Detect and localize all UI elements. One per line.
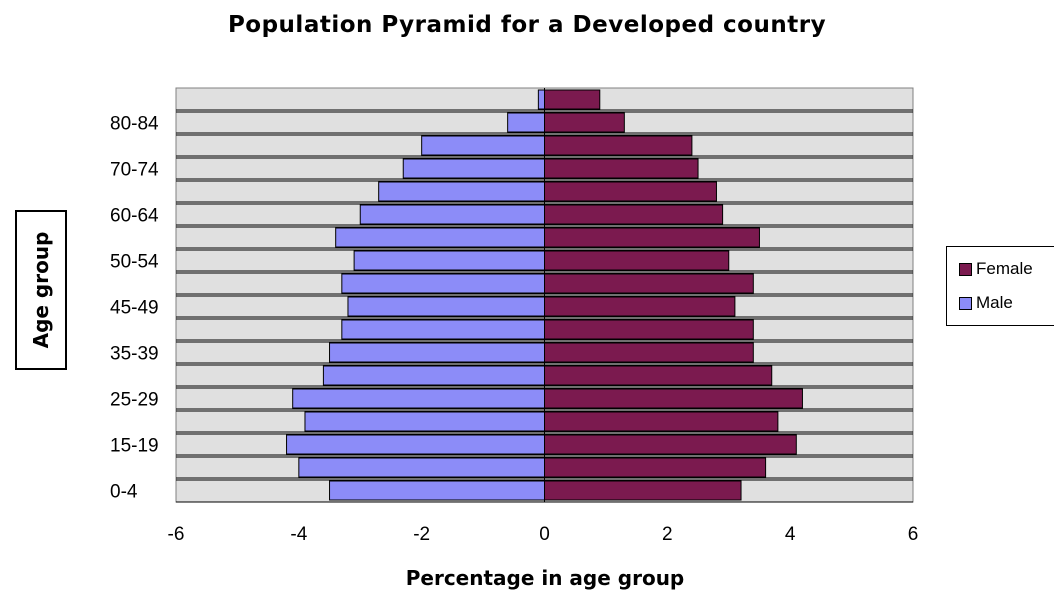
bar-male-65-69 bbox=[378, 181, 545, 202]
bar-male-70-74 bbox=[402, 158, 545, 179]
bar-female-20-24 bbox=[544, 388, 803, 409]
bar-male-80-84 bbox=[507, 112, 545, 133]
bar-male-40-44 bbox=[347, 296, 546, 317]
bar-female-75-79 bbox=[544, 135, 693, 156]
legend-item-male: Male bbox=[959, 293, 1013, 313]
y-tick-label: 80-84 bbox=[110, 114, 159, 135]
bar-female-40-44 bbox=[544, 296, 736, 317]
bar-female-25-29 bbox=[544, 365, 773, 386]
bar-male-45-49 bbox=[341, 273, 546, 294]
bar-female-85+ bbox=[544, 89, 601, 110]
bar-female-80-84 bbox=[544, 112, 625, 133]
legend-swatch-male bbox=[959, 296, 972, 310]
bar-male-0-4 bbox=[329, 480, 545, 501]
x-tick-label: -4 bbox=[290, 524, 307, 545]
bar-female-70-74 bbox=[544, 158, 699, 179]
legend-item-female: Female bbox=[959, 259, 1033, 279]
y-axis-label-box: Age group bbox=[15, 210, 67, 370]
y-tick-label: 0-4 bbox=[110, 482, 138, 503]
x-tick-label: -2 bbox=[413, 524, 430, 545]
y-tick-label: 50-54 bbox=[110, 252, 159, 273]
y-tick-label: 35-39 bbox=[110, 344, 159, 365]
bar-female-55-59 bbox=[544, 227, 760, 248]
bar-male-55-59 bbox=[335, 227, 545, 248]
bar-male-75-79 bbox=[421, 135, 545, 156]
bar-female-50-54 bbox=[544, 250, 730, 271]
bar-female-15-19 bbox=[544, 411, 779, 432]
bar-female-30-34 bbox=[544, 342, 754, 363]
bar-male-60-64 bbox=[359, 204, 545, 225]
x-axis-label: Percentage in age group bbox=[405, 566, 685, 590]
legend-label-male: Male bbox=[976, 293, 1013, 312]
bar-female-65-69 bbox=[544, 181, 717, 202]
bar-male-25-29 bbox=[322, 365, 545, 386]
bar-male-35-39 bbox=[341, 319, 546, 340]
bar-male-10-14 bbox=[286, 434, 545, 455]
y-tick-label: 25-29 bbox=[110, 390, 159, 411]
chart-title: Population Pyramid for a Developed count… bbox=[227, 12, 827, 38]
bar-female-0-4 bbox=[544, 480, 742, 501]
bar-female-60-64 bbox=[544, 204, 724, 225]
bar-male-50-54 bbox=[353, 250, 545, 271]
x-tick-label: 4 bbox=[785, 524, 796, 545]
y-axis-label: Age group bbox=[29, 231, 53, 349]
bar-female-5-9 bbox=[544, 457, 767, 478]
y-tick-label: 45-49 bbox=[110, 298, 159, 319]
legend-label-female: Female bbox=[976, 259, 1033, 278]
bar-male-30-34 bbox=[329, 342, 545, 363]
x-tick-label: -6 bbox=[168, 524, 185, 545]
bar-male-15-19 bbox=[304, 411, 545, 432]
bar-male-85+ bbox=[537, 89, 546, 110]
legend-swatch-female bbox=[959, 262, 972, 276]
x-tick-label: 0 bbox=[539, 524, 550, 545]
y-tick-label: 15-19 bbox=[110, 436, 159, 457]
bar-female-45-49 bbox=[544, 273, 754, 294]
x-tick-label: 6 bbox=[908, 524, 919, 545]
bar-male-20-24 bbox=[292, 388, 546, 409]
bar-male-5-9 bbox=[298, 457, 546, 478]
y-tick-label: 70-74 bbox=[110, 160, 159, 181]
x-tick-label: 2 bbox=[662, 524, 673, 545]
bar-female-10-14 bbox=[544, 434, 797, 455]
y-tick-label: 60-64 bbox=[110, 206, 159, 227]
legend: Female Male bbox=[946, 246, 1054, 326]
bar-female-35-39 bbox=[544, 319, 754, 340]
